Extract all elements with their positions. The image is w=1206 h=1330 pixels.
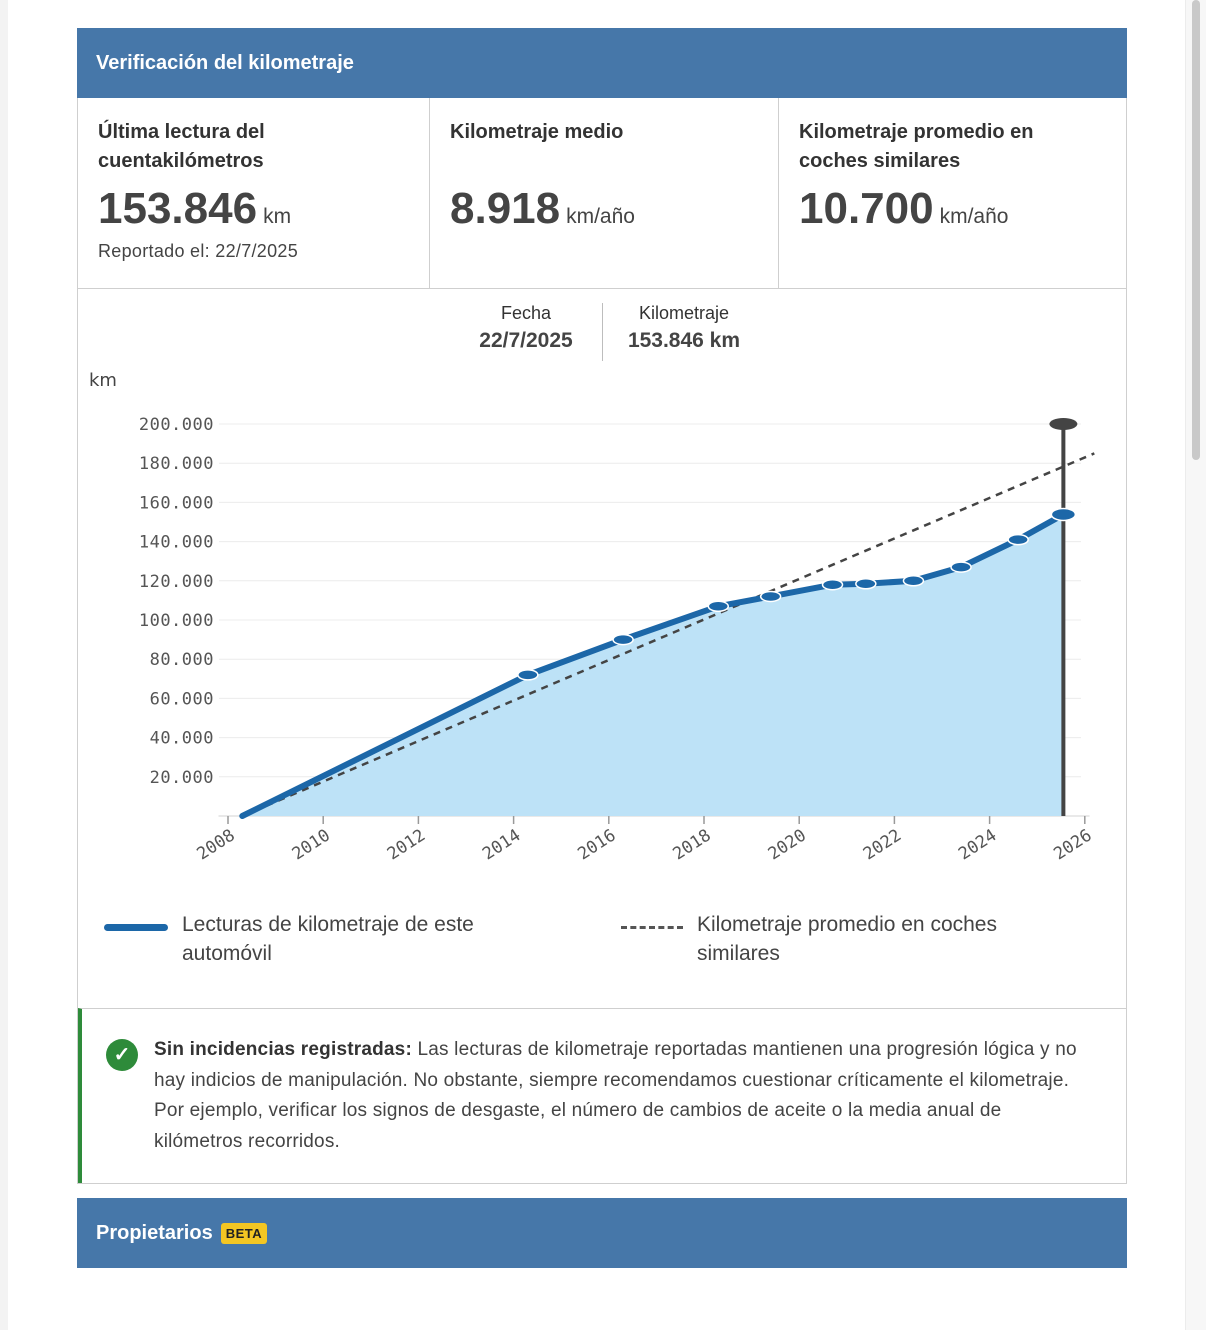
last-reading-unit: km <box>263 205 292 228</box>
page-edge <box>0 0 8 1330</box>
scrollbar[interactable] <box>1185 0 1206 1330</box>
owners-section-header[interactable]: Propietarios BETA <box>77 1198 1127 1268</box>
check-circle-icon: ✓ <box>106 1039 138 1071</box>
average-stat: Kilometraje medio 8.918 km/año <box>429 98 778 288</box>
x-tick-label: 2014 <box>479 825 524 864</box>
mileage-section-header: Verificación del kilometraje <box>77 28 1127 98</box>
mileage-chart[interactable]: km 20.000 40.000 60.000 80.000 100.000 120.000… <box>78 368 1126 908</box>
average-value: 8.918 <box>450 184 561 233</box>
data-point <box>517 669 539 681</box>
data-point <box>902 575 925 587</box>
chart-legend: Lecturas de kilometraje de este automóvi… <box>78 910 1126 970</box>
data-point <box>1007 533 1029 546</box>
x-tick-label: 2018 <box>669 825 714 864</box>
tooltip-date: Fecha 22/7/2025 <box>463 303 589 353</box>
tooltip-km-label: Kilometraje <box>638 303 730 323</box>
tooltip-date-value: 22/7/2025 <box>479 329 573 352</box>
similar-average-line <box>241 452 1095 818</box>
beta-badge: BETA <box>220 1222 268 1244</box>
legend-solid-line <box>104 924 168 931</box>
x-tick-label: 2010 <box>289 825 334 864</box>
similar-average-value-wrap: 10.700 km/año <box>799 184 1008 234</box>
mileage-card: Última lectura del cuentakilómetros 153.… <box>77 98 1127 1184</box>
similar-average-value: 10.700 <box>799 184 934 233</box>
x-tick-label: 2016 <box>574 825 619 864</box>
similar-average-unit: km/año <box>939 205 1009 228</box>
y-tick-label: 40.000 <box>150 729 214 749</box>
notice-body: Las lecturas de kilometraje reportadas m… <box>154 1039 1077 1152</box>
data-point <box>1050 507 1077 522</box>
legend-this-car: Lecturas de kilometraje de este automóvi… <box>182 913 474 965</box>
x-tick-label: 2008 <box>193 825 238 864</box>
last-reading-value-wrap: 153.846 km <box>98 184 291 234</box>
mileage-section-title: Verificación del kilometraje <box>96 51 354 74</box>
last-reading-stat: Última lectura del cuentakilómetros 153.… <box>78 98 429 288</box>
chart-tooltip: Fecha 22/7/2025 Kilometraje 153.846 km <box>78 303 1126 363</box>
average-value-wrap: 8.918 km/año <box>450 184 635 234</box>
data-point <box>821 578 844 591</box>
similar-average-title: Kilometraje promedio en coches similares <box>799 121 1034 172</box>
data-point <box>612 633 634 646</box>
y-tick-label: 60.000 <box>150 689 214 709</box>
y-tick-label: 160.000 <box>139 493 214 513</box>
x-tick-label: 2022 <box>860 825 905 864</box>
tooltip-date-label: Fecha <box>500 303 552 323</box>
last-reading-title: Última lectura del cuentakilómetros <box>98 121 265 172</box>
y-tick-label: 140.000 <box>139 533 214 553</box>
notice-text: Sin incidencias registradas: Las lectura… <box>154 1035 1094 1157</box>
scrollbar-thumb[interactable] <box>1192 0 1200 460</box>
y-axis-label: km <box>89 370 117 391</box>
notice-bold: Sin incidencias registradas: <box>154 1039 412 1060</box>
tooltip-divider <box>602 303 603 361</box>
data-point <box>855 577 877 590</box>
tooltip-km: Kilometraje 153.846 km <box>614 303 754 353</box>
y-tick-label: 180.000 <box>139 454 214 474</box>
tooltip-km-value: 153.846 km <box>627 329 741 352</box>
last-reading-value: 153.846 <box>98 184 258 233</box>
x-tick-label: 2024 <box>955 825 1000 864</box>
marker-cap <box>1049 418 1078 430</box>
x-tick-label: 2012 <box>384 825 429 864</box>
average-unit: km/año <box>566 205 635 228</box>
y-tick-label: 120.000 <box>139 572 214 592</box>
mileage-area <box>242 514 1064 816</box>
no-incidents-notice: ✓ Sin incidencias registradas: Las lectu… <box>78 1008 1126 1183</box>
legend-similar: Kilometraje promedio en coches similares <box>697 913 997 965</box>
data-point <box>759 590 782 603</box>
y-tick-label: 200.000 <box>139 415 214 435</box>
y-tick-label: 80.000 <box>150 650 214 670</box>
similar-average-stat: Kilometraje promedio en coches similares… <box>778 98 1126 288</box>
last-reading-date: Reportado el: 22/7/2025 <box>98 241 299 261</box>
stats-row: Última lectura del cuentakilómetros 153.… <box>78 98 1126 289</box>
average-title: Kilometraje medio <box>450 121 624 143</box>
owners-section-title: Propietarios <box>96 1221 213 1244</box>
x-tick-label: 2020 <box>765 825 810 864</box>
x-tick-label: 2026 <box>1050 825 1095 864</box>
data-point <box>707 600 730 613</box>
data-point <box>950 561 972 573</box>
y-tick-label: 100.000 <box>139 611 214 631</box>
y-tick-label: 20.000 <box>150 768 214 788</box>
legend-dashed-line <box>621 926 683 929</box>
